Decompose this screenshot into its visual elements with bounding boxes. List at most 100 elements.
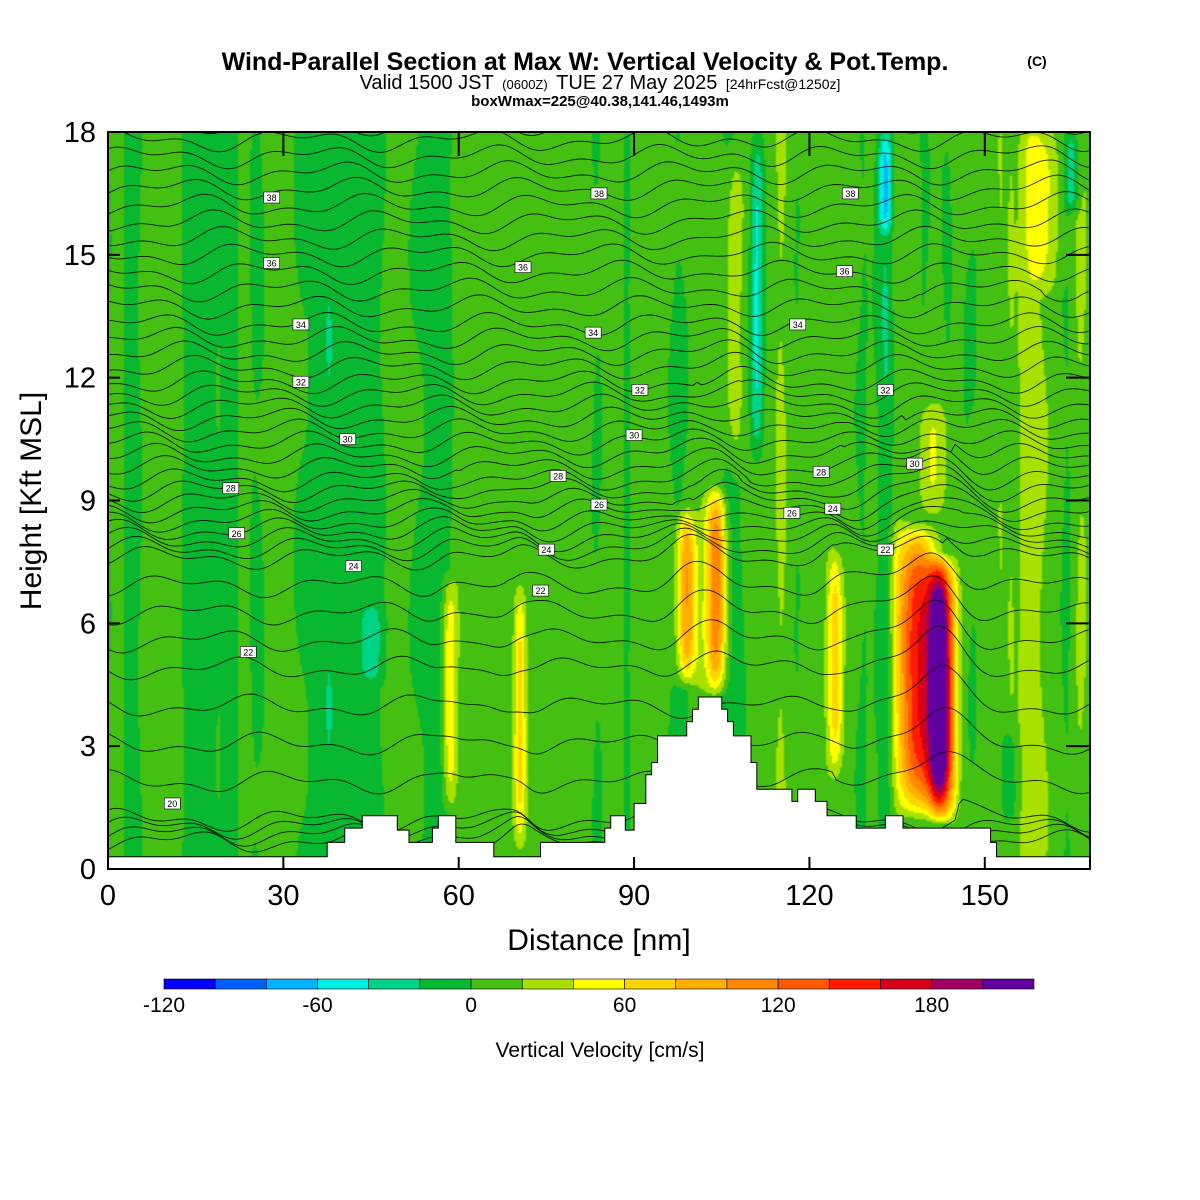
colorbar-swatch (419, 978, 472, 990)
theta-contour-line (108, 751, 1090, 795)
utc-time: (0600Z) (502, 77, 548, 92)
theta-label-box (590, 498, 608, 511)
theta-contour-line (108, 664, 1090, 719)
colorbar (163, 978, 1035, 990)
colorbar-tick-label: 0 (465, 994, 477, 1017)
theta-contour-labels: 38 38 38 36 36 36 34 34 34 32 32 32 30 30 30 28 28 28 26 26… (163, 187, 923, 810)
theta-contour-line (108, 159, 1090, 186)
theta-contour-line (108, 259, 1090, 285)
theta-contour-label: 32 (877, 384, 894, 396)
y-tick-label: 15 (64, 240, 96, 272)
theta-label-box (877, 384, 894, 396)
theta-label-text: 36 (267, 259, 277, 269)
theta-contour-line (108, 326, 1090, 352)
x-tick-label: 30 (267, 880, 299, 912)
colorbar-tick-label: 180 (914, 994, 949, 1017)
theta-label-text: 34 (793, 320, 803, 330)
theta-contour-label: 22 (532, 584, 549, 597)
theta-label-text: 26 (232, 529, 242, 539)
theta-label-text: 24 (541, 545, 551, 555)
colorbar-swatch (214, 978, 267, 990)
theta-contour-label: 38 (263, 191, 280, 204)
theta-label-text: 34 (296, 320, 306, 330)
chart-title: Wind-Parallel Section at Max W: Vertical… (222, 48, 949, 76)
theta-label-box (783, 506, 801, 519)
y-tick-label: 0 (80, 854, 96, 886)
theta-contour-label: 22 (239, 646, 257, 658)
theta-label-box (590, 187, 608, 200)
colorbar-swatch (317, 978, 370, 990)
forecast-info: [24hrFcst@1250z] (726, 76, 841, 92)
theta-contour-line (108, 599, 1090, 654)
theta-contour-label: 26 (783, 506, 801, 519)
theta-contour-line (108, 294, 1090, 320)
y-tick-label: 18 (64, 117, 96, 149)
theta-contour-line (108, 473, 1090, 514)
theta-label-box (292, 375, 310, 388)
theta-contour-label: 32 (631, 384, 649, 396)
theta-contour-line (108, 339, 1090, 366)
theta-contour-label: 28 (222, 482, 240, 495)
theta-contour-label: 30 (625, 429, 643, 441)
theta-contour-line (108, 497, 1090, 533)
theta-label-box (532, 584, 549, 597)
colorbar-swatch (163, 978, 216, 990)
y-tick-label: 6 (80, 608, 96, 640)
colorbar-tick-label: -120 (143, 994, 185, 1017)
colorbar-tick-labels: -120 -60 0 60 120 180 (143, 994, 949, 1017)
x-tick-label: 120 (785, 880, 833, 912)
colorbar-swatch (470, 978, 523, 990)
x-tick-label: 0 (100, 880, 116, 912)
colorbar-tick-label: 60 (613, 994, 636, 1017)
colorbar-tick-label: 120 (761, 994, 796, 1017)
valid-date: TUE 27 May 2025 (556, 72, 717, 94)
title-mark: (C) (1027, 53, 1046, 69)
theta-contour-line (108, 143, 1090, 170)
theta-contour-line (108, 446, 1090, 480)
y-tick-label: 3 (80, 731, 96, 763)
theta-label-box (339, 433, 356, 445)
theta-label-text: 30 (629, 430, 639, 440)
theta-contour-label: 24 (824, 502, 842, 515)
theta-label-text: 26 (787, 508, 797, 518)
theta-label-text: 36 (839, 267, 849, 277)
theta-contour-line (108, 225, 1090, 252)
theta-label-text: 30 (343, 435, 353, 445)
colorbar-swatch (624, 978, 677, 990)
theta-label-text: 24 (828, 504, 838, 514)
theta-contours (108, 132, 1090, 854)
colorbar-tick-label: -60 (302, 994, 332, 1017)
theta-label-box (222, 482, 240, 495)
theta-label-text: 28 (226, 484, 236, 494)
theta-contour-label: 26 (228, 527, 245, 540)
theta-label-text: 26 (594, 500, 604, 510)
theta-contour-line (108, 276, 1090, 303)
terrain-mask (108, 696, 1090, 869)
box-wmax-info: boxWmax=225@40.38,141.46,1493m (471, 93, 729, 110)
theta-contour-line (108, 351, 1090, 381)
chart-subtitle: Valid 1500 JST (0600Z) TUE 27 May 2025 [… (360, 72, 841, 94)
theta-contour-label: 34 (292, 318, 310, 331)
theta-label-box (836, 265, 853, 278)
theta-label-text: 32 (635, 385, 645, 395)
colorbar-label: Vertical Velocity [cm/s] (496, 1039, 705, 1062)
theta-contour-line (108, 464, 1090, 503)
theta-label-text: 24 (348, 562, 358, 572)
theta-contour-line (108, 437, 1090, 469)
theta-contour-line (108, 365, 1090, 395)
valid-time: Valid 1500 JST (360, 72, 494, 94)
theta-label-box (789, 318, 807, 331)
theta-contour-line (108, 208, 1090, 235)
theta-contour-line (108, 379, 1090, 407)
colorbar-swatch (675, 978, 728, 990)
theta-label-text: 38 (267, 193, 277, 203)
theta-label-text: 30 (910, 459, 920, 469)
x-axis: 0 30 60 90 120 150 (100, 132, 1009, 912)
theta-label-box (292, 318, 310, 331)
plot-area: 38 38 38 36 36 36 34 34 34 32 32 32 30 30 30 28 28 28 26 26… (108, 132, 1090, 869)
theta-label-box (228, 527, 245, 540)
x-tick-label: 90 (618, 880, 650, 912)
x-tick-label: 150 (961, 880, 1009, 912)
theta-label-text: 22 (243, 647, 253, 657)
